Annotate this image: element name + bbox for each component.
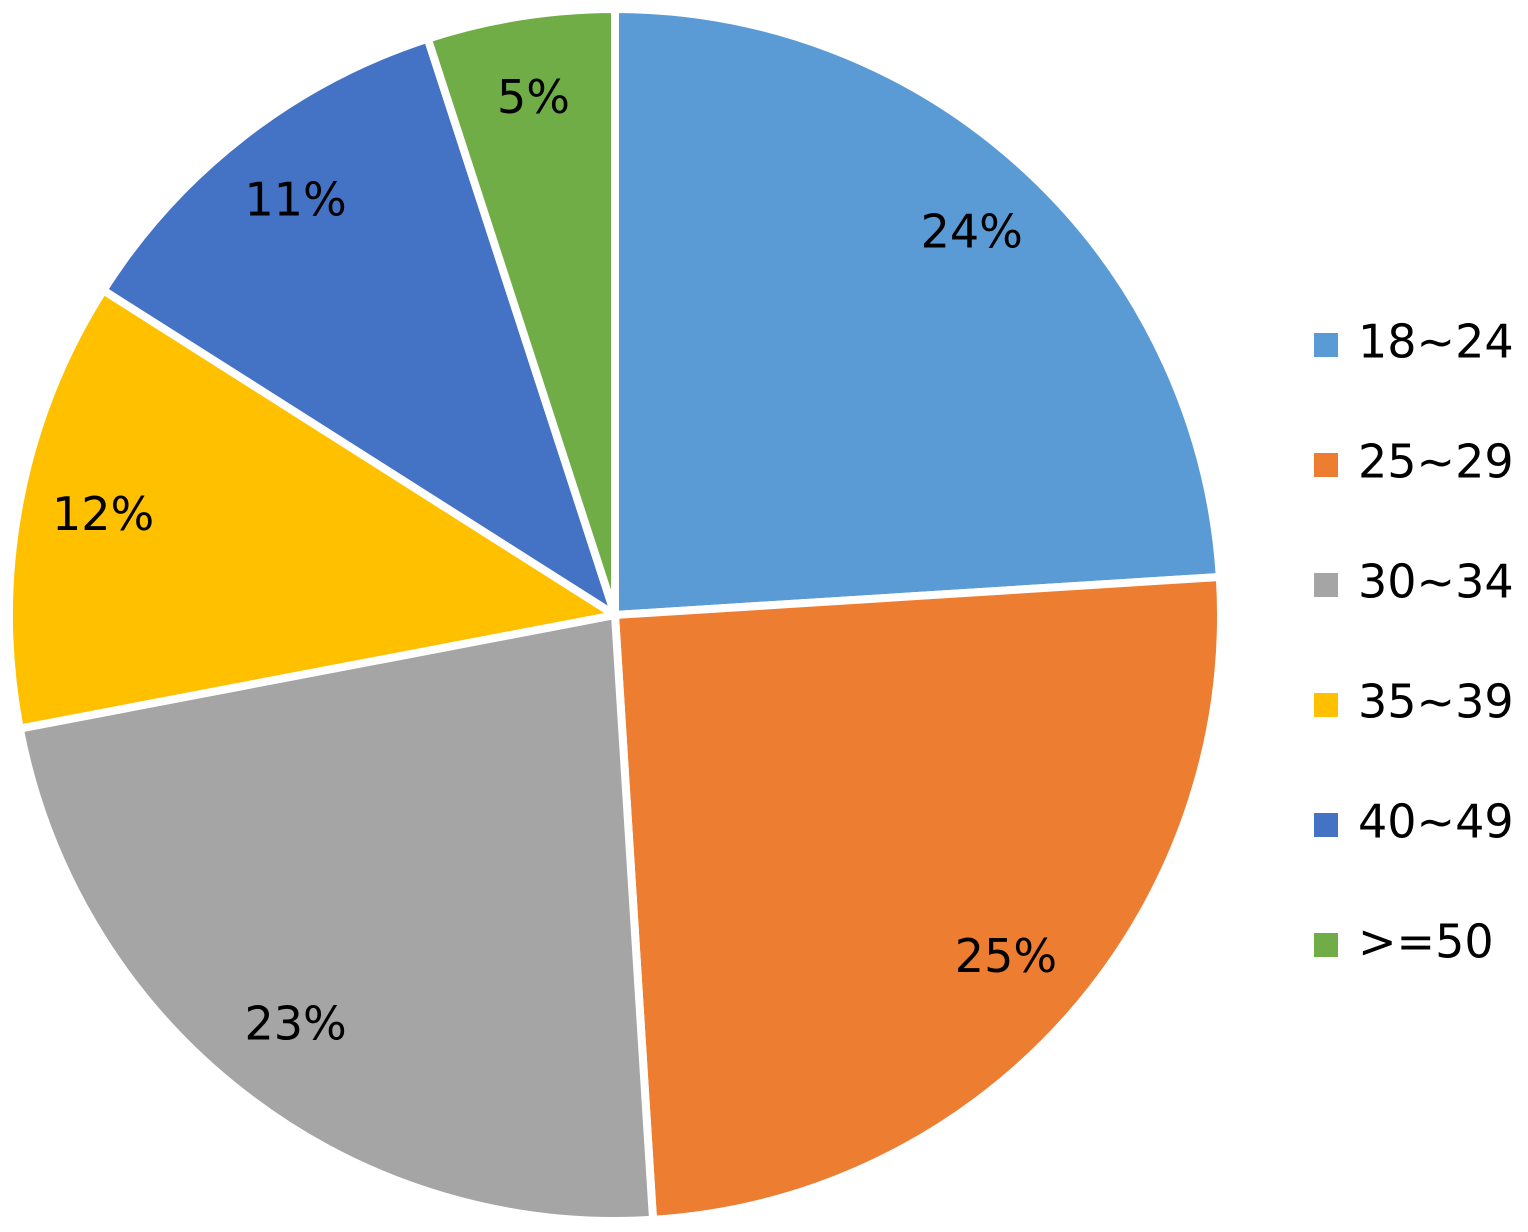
pie-slice — [15, 611, 658, 1225]
pie-slice — [611, 5, 1224, 619]
legend-label: 30~34 — [1358, 555, 1514, 609]
pie-slice — [5, 286, 619, 733]
data-label: 5% — [497, 70, 570, 124]
legend-swatch — [1314, 933, 1338, 957]
legend-swatch — [1314, 333, 1338, 357]
legend-swatch — [1314, 453, 1338, 477]
data-label: 12% — [52, 487, 154, 541]
legend-swatch — [1314, 573, 1338, 597]
data-label: 23% — [244, 996, 346, 1050]
legend-label: 40~49 — [1358, 795, 1514, 849]
legend-label: >=50 — [1358, 915, 1494, 969]
pie-slice — [99, 34, 619, 619]
data-label: 24% — [921, 205, 1023, 259]
data-label: 25% — [955, 929, 1057, 983]
pie-slice — [423, 5, 619, 619]
data-label: 11% — [244, 173, 346, 227]
legend-label: 25~29 — [1358, 435, 1514, 489]
pie-slice — [611, 572, 1225, 1224]
legend-swatch — [1314, 693, 1338, 717]
legend-swatch — [1314, 813, 1338, 837]
legend-label: 35~39 — [1358, 675, 1514, 729]
legend-label: 18~24 — [1358, 315, 1514, 369]
